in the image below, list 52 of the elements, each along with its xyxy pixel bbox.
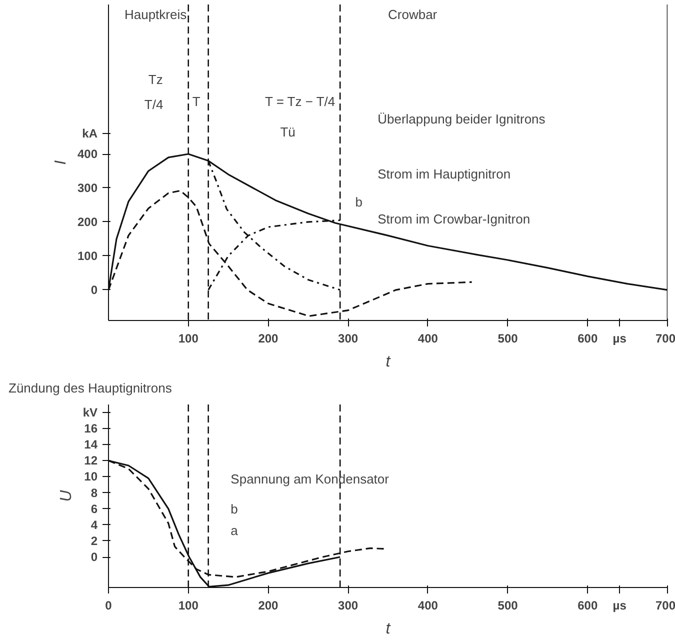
- x-tick-label: 100: [178, 598, 199, 612]
- annotation: b: [230, 501, 238, 516]
- x-tick-label: 400: [418, 332, 438, 346]
- y-axis-title: I: [52, 160, 70, 165]
- annotation: Crowbar: [388, 7, 438, 22]
- text: Zündung des Hauptignitrons: [8, 380, 172, 396]
- x-tick-label: 0: [105, 598, 112, 612]
- y-tick-label: 300: [77, 180, 98, 195]
- x-tick-label: 700: [655, 598, 675, 612]
- annotation: Überlappung beider Ignitrons: [378, 112, 546, 127]
- y-tick-label: 8: [90, 486, 98, 500]
- annotation: Spannung am Kondensator: [230, 472, 390, 487]
- x-tick-label: 300: [338, 598, 358, 612]
- x-axis-title: t: [386, 620, 391, 638]
- y-tick-label: 400: [77, 147, 98, 162]
- annotation: a: [230, 523, 239, 538]
- x-tick-label: µs: [612, 332, 627, 346]
- x-axis-title: t: [386, 354, 391, 370]
- x-tick-label: 300: [338, 332, 358, 346]
- annotation: T: [192, 94, 200, 109]
- y-tick-label: 4: [90, 518, 98, 532]
- y-tick-label: 0: [90, 282, 98, 297]
- annotation: Tz: [148, 72, 163, 87]
- x-tick-label: 700: [655, 332, 675, 346]
- x-tick-label: µs: [612, 598, 627, 612]
- y-tick-label: 200: [77, 214, 98, 229]
- y-tick-label: 14: [84, 438, 98, 452]
- x-tick-label: 500: [498, 332, 518, 346]
- y-tick-label: 6: [90, 502, 98, 516]
- y-tick-label: 12: [84, 454, 98, 468]
- x-tick-label: 600: [578, 332, 598, 346]
- y-tick-label: 0: [90, 550, 98, 564]
- y-tick-label: 2: [90, 534, 98, 548]
- y-tick-label: 100: [77, 248, 98, 263]
- x-tick-label: 200: [258, 598, 279, 612]
- annotation: Strom im Hauptignitron: [378, 166, 511, 182]
- y-tick-label: kA: [82, 126, 98, 141]
- y-tick-label: 16: [84, 422, 98, 436]
- annotation: T = Tz − T/4: [265, 94, 336, 109]
- y-tick-label: kV: [82, 406, 98, 420]
- x-tick-label: 500: [498, 598, 518, 612]
- annotation: Tü: [280, 124, 296, 140]
- x-tick-label: 400: [418, 598, 438, 612]
- annotation: Strom im Crowbar-Ignitron: [378, 212, 530, 227]
- x-tick-label: 600: [578, 598, 598, 612]
- annotation: T/4: [144, 97, 164, 112]
- y-tick-label: 10: [84, 470, 98, 484]
- y-axis-title: U: [58, 490, 75, 502]
- annotation: Hauptkreis: [124, 7, 188, 22]
- annotation: b: [355, 194, 362, 210]
- x-tick-label: 100: [178, 332, 199, 346]
- x-tick-label: 200: [258, 332, 279, 346]
